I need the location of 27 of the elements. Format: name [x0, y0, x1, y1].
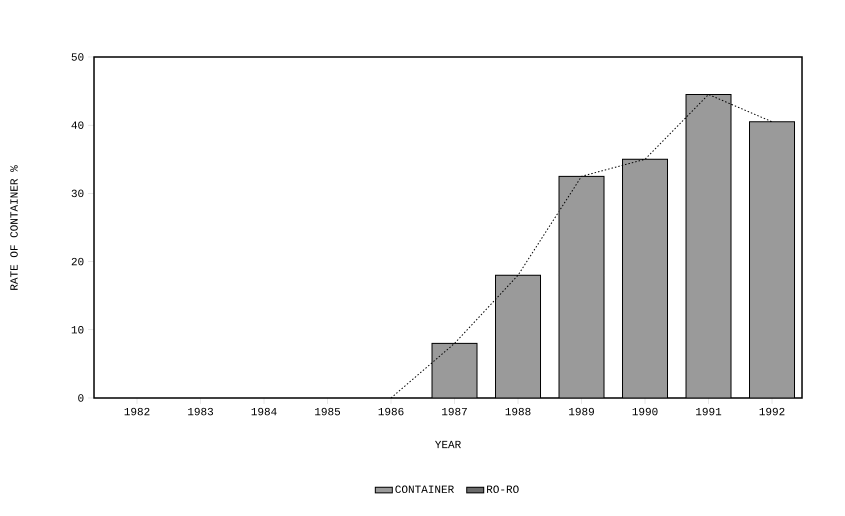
- x-tick-label: 1990: [632, 408, 658, 416]
- legend-label: CONTAINER: [395, 486, 454, 494]
- x-tick-label: 1984: [252, 408, 277, 416]
- x-tick-label: 1989: [569, 408, 594, 416]
- legend-label: RO-RO: [487, 486, 519, 494]
- y-tick-label: 0: [78, 394, 84, 402]
- bar: [749, 121, 796, 398]
- y-tick-label: 10: [72, 326, 84, 334]
- x-tick-label: 1987: [442, 408, 467, 416]
- y-tick-label: 50: [72, 53, 84, 61]
- x-tick-label: 1992: [760, 408, 784, 416]
- y-axis-title: RATE OF CONTAINER %: [10, 165, 18, 290]
- y-tick-label: 40: [71, 121, 84, 129]
- bar: [622, 158, 668, 398]
- y-tick-label: 20: [72, 258, 84, 266]
- bar: [558, 176, 605, 398]
- y-tick-label: 30: [72, 190, 84, 198]
- x-tick-label: 1982: [124, 408, 150, 416]
- x-tick-label: 1985: [315, 408, 340, 416]
- x-tick-label: 1983: [188, 408, 214, 416]
- bar: [686, 94, 732, 398]
- bar: [495, 274, 542, 398]
- bar: [432, 342, 478, 398]
- x-tick-label: 1991: [696, 408, 722, 416]
- x-tick-label: 1988: [506, 408, 530, 416]
- x-axis-title: YEAR: [435, 440, 461, 448]
- x-tick-label: 1986: [378, 408, 404, 416]
